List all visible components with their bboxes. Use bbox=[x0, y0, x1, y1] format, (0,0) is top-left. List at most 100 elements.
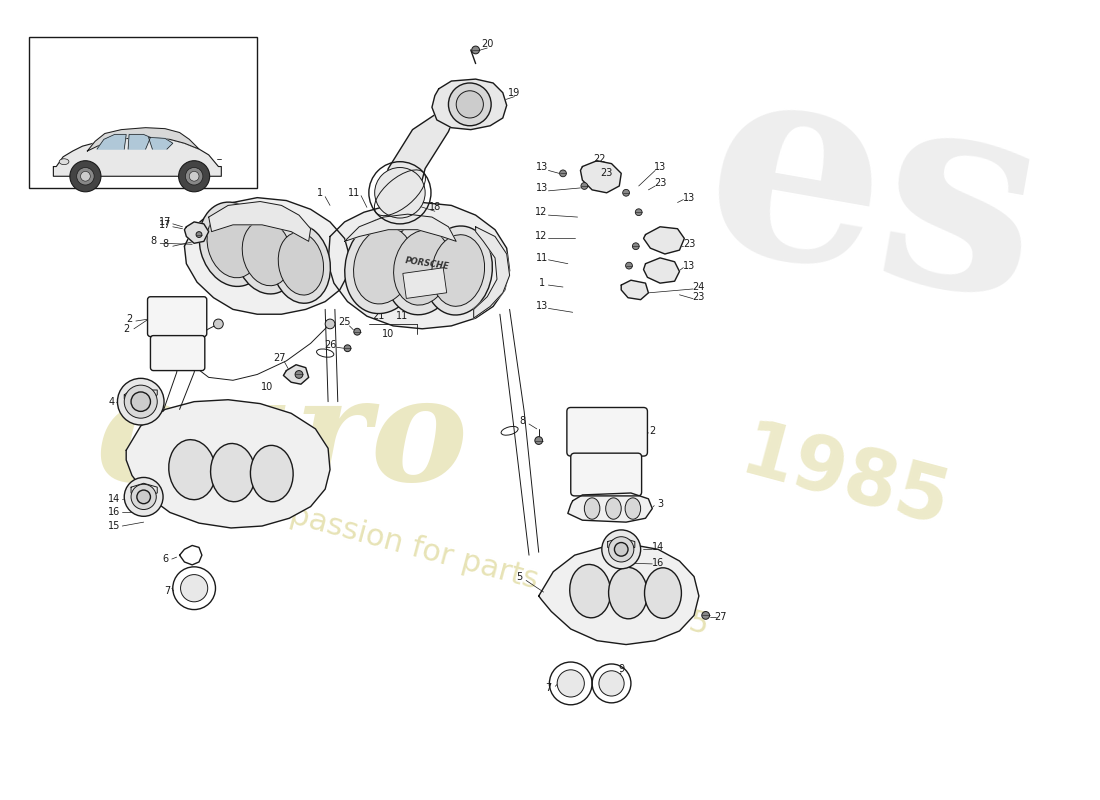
Circle shape bbox=[623, 190, 629, 196]
Text: 23: 23 bbox=[601, 168, 613, 178]
Circle shape bbox=[326, 319, 334, 329]
Text: 10: 10 bbox=[382, 329, 395, 338]
Text: 13: 13 bbox=[653, 162, 667, 171]
Polygon shape bbox=[607, 538, 635, 551]
Polygon shape bbox=[644, 226, 684, 254]
Ellipse shape bbox=[199, 202, 266, 286]
Text: 18: 18 bbox=[429, 202, 441, 212]
Text: PORSCHE: PORSCHE bbox=[405, 256, 450, 271]
Text: 13: 13 bbox=[683, 261, 695, 270]
Circle shape bbox=[344, 345, 351, 352]
Polygon shape bbox=[151, 390, 157, 398]
Text: 9: 9 bbox=[618, 664, 625, 674]
Circle shape bbox=[213, 319, 223, 329]
Text: 25: 25 bbox=[339, 317, 351, 327]
Ellipse shape bbox=[59, 158, 69, 165]
Circle shape bbox=[196, 232, 202, 238]
Circle shape bbox=[70, 161, 101, 192]
Text: 11: 11 bbox=[349, 188, 361, 198]
Text: 10: 10 bbox=[261, 382, 273, 392]
Circle shape bbox=[581, 182, 587, 190]
FancyBboxPatch shape bbox=[151, 335, 205, 370]
Ellipse shape bbox=[344, 218, 422, 314]
Ellipse shape bbox=[251, 446, 294, 502]
Circle shape bbox=[602, 530, 640, 569]
Circle shape bbox=[598, 670, 624, 696]
Ellipse shape bbox=[570, 565, 611, 618]
Circle shape bbox=[608, 537, 634, 562]
Text: 3: 3 bbox=[657, 498, 663, 509]
Circle shape bbox=[472, 46, 480, 54]
Text: 13: 13 bbox=[536, 162, 548, 171]
Text: 24: 24 bbox=[693, 282, 705, 292]
Circle shape bbox=[354, 328, 361, 335]
Polygon shape bbox=[621, 280, 648, 300]
Polygon shape bbox=[185, 222, 209, 243]
Text: 11: 11 bbox=[536, 253, 548, 263]
Text: 14: 14 bbox=[652, 542, 664, 552]
Text: 1985: 1985 bbox=[733, 416, 957, 542]
Text: 19: 19 bbox=[508, 88, 520, 98]
Ellipse shape bbox=[424, 226, 493, 315]
FancyBboxPatch shape bbox=[571, 453, 641, 496]
Polygon shape bbox=[124, 390, 131, 398]
Text: 12: 12 bbox=[536, 207, 548, 218]
Ellipse shape bbox=[235, 212, 299, 294]
Polygon shape bbox=[126, 400, 330, 528]
Text: 8: 8 bbox=[519, 416, 526, 426]
Text: 2: 2 bbox=[126, 314, 132, 324]
Text: 1: 1 bbox=[317, 188, 323, 198]
Circle shape bbox=[456, 90, 483, 118]
Polygon shape bbox=[568, 493, 652, 522]
Text: 6: 6 bbox=[162, 554, 168, 564]
Circle shape bbox=[449, 83, 492, 126]
Text: 20: 20 bbox=[481, 39, 494, 49]
Polygon shape bbox=[97, 134, 126, 149]
Circle shape bbox=[626, 262, 632, 269]
Text: 13: 13 bbox=[536, 302, 548, 311]
Polygon shape bbox=[378, 110, 456, 206]
Circle shape bbox=[186, 167, 202, 185]
Text: 17: 17 bbox=[158, 220, 172, 230]
Text: 8: 8 bbox=[151, 236, 156, 246]
Circle shape bbox=[189, 171, 199, 181]
Ellipse shape bbox=[353, 227, 414, 304]
Polygon shape bbox=[148, 138, 173, 149]
Circle shape bbox=[632, 243, 639, 250]
Text: 13: 13 bbox=[536, 183, 548, 193]
Text: 17: 17 bbox=[158, 217, 172, 227]
Polygon shape bbox=[87, 128, 199, 151]
Ellipse shape bbox=[168, 440, 216, 500]
Ellipse shape bbox=[278, 232, 323, 295]
Polygon shape bbox=[209, 202, 310, 242]
Text: 23: 23 bbox=[653, 178, 667, 188]
Text: 12: 12 bbox=[536, 231, 548, 242]
Polygon shape bbox=[344, 214, 456, 242]
Polygon shape bbox=[284, 365, 309, 384]
Text: 14: 14 bbox=[109, 494, 121, 504]
Text: 22: 22 bbox=[594, 154, 606, 164]
Polygon shape bbox=[474, 226, 509, 318]
Ellipse shape bbox=[645, 568, 681, 618]
Text: 15: 15 bbox=[109, 521, 121, 531]
Text: 27: 27 bbox=[273, 353, 286, 363]
Ellipse shape bbox=[625, 498, 640, 519]
Ellipse shape bbox=[608, 567, 648, 618]
Circle shape bbox=[615, 542, 628, 556]
Text: 27: 27 bbox=[714, 612, 726, 622]
Text: 5: 5 bbox=[516, 571, 522, 582]
Ellipse shape bbox=[242, 220, 292, 286]
Circle shape bbox=[535, 437, 542, 445]
Circle shape bbox=[77, 167, 95, 185]
Polygon shape bbox=[644, 258, 680, 283]
Circle shape bbox=[124, 385, 157, 418]
Text: 21: 21 bbox=[372, 311, 384, 321]
Polygon shape bbox=[432, 79, 507, 130]
Circle shape bbox=[636, 209, 642, 216]
Text: 23: 23 bbox=[683, 239, 695, 250]
Ellipse shape bbox=[210, 443, 255, 502]
Text: 4: 4 bbox=[109, 397, 114, 406]
Circle shape bbox=[131, 484, 156, 510]
Ellipse shape bbox=[385, 221, 459, 314]
Circle shape bbox=[558, 670, 584, 697]
